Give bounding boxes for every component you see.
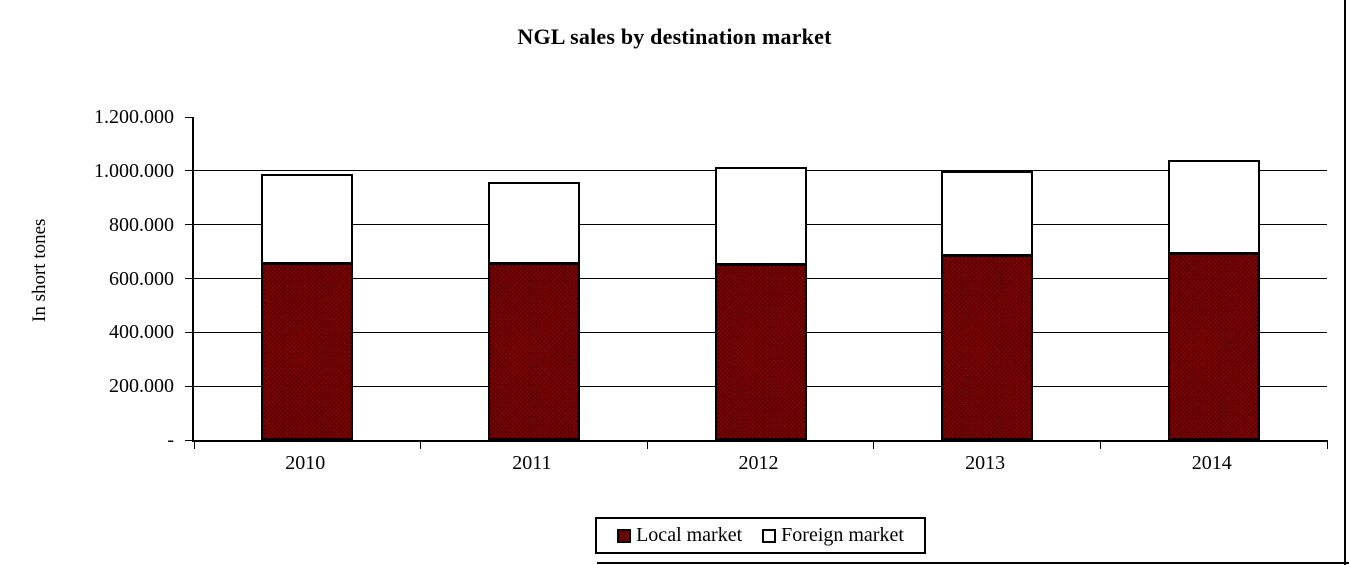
y-axis-tick xyxy=(185,439,194,441)
y-tick-label: 800.000 xyxy=(109,213,174,236)
legend-swatch-local-icon xyxy=(617,528,632,543)
x-tick-label-2010: 2010 xyxy=(285,452,326,474)
bar-segment-foreign-2012 xyxy=(714,166,807,266)
y-axis-tick xyxy=(185,116,194,118)
x-tick-label-2014: 2014 xyxy=(1191,452,1232,474)
x-tick-label-2011: 2011 xyxy=(512,452,552,474)
y-axis-tick xyxy=(185,170,194,172)
bar-segment-foreign-2013 xyxy=(941,170,1034,256)
bar-segment-local-2010 xyxy=(261,263,354,440)
window-frame-right-border xyxy=(1344,0,1346,565)
x-axis-tick xyxy=(420,440,422,449)
y-axis-tick xyxy=(185,278,194,279)
legend-label: Local market xyxy=(636,524,743,546)
legend-item-foreign-market: Foreign market xyxy=(762,524,904,547)
plot-area xyxy=(185,116,1328,449)
x-axis-tick xyxy=(873,440,875,449)
x-axis-tick xyxy=(1099,440,1101,449)
y-tick-label: 400.000 xyxy=(109,321,174,344)
y-axis-tick xyxy=(185,224,194,226)
x-tick-label-2012: 2012 xyxy=(738,452,779,474)
y-tick-label: 1.200.000 xyxy=(94,106,174,128)
bar-segment-foreign-2010 xyxy=(261,173,354,264)
legend-label: Foreign market xyxy=(781,524,904,546)
y-tick-label: 1.000.000 xyxy=(94,159,174,182)
y-axis-tick xyxy=(185,331,194,333)
y-tick-label: 200.000 xyxy=(109,375,174,398)
x-tick-label-2013: 2013 xyxy=(965,452,1006,474)
window-frame-bottom-border xyxy=(597,562,1349,564)
x-axis-tick xyxy=(1326,440,1328,449)
bar-segment-local-2011 xyxy=(487,263,580,440)
y-axis-tick xyxy=(185,385,194,387)
bar-segment-foreign-2011 xyxy=(487,181,580,264)
chart-title: NGL sales by destination market xyxy=(517,24,832,49)
y-tick-label: 600.000 xyxy=(109,267,174,290)
legend-box: Local market Foreign market xyxy=(595,517,926,554)
legend-swatch-foreign-icon xyxy=(762,528,777,543)
bar-segment-foreign-2014 xyxy=(1167,160,1260,255)
legend-item-local-market: Local market xyxy=(617,524,742,547)
bar-segment-local-2012 xyxy=(714,265,807,440)
bar-segment-local-2013 xyxy=(941,255,1034,440)
x-axis-tick xyxy=(646,440,648,449)
y-tick-label: - xyxy=(167,429,174,451)
x-axis-tick xyxy=(193,440,195,449)
bar-segment-local-2014 xyxy=(1167,254,1260,440)
